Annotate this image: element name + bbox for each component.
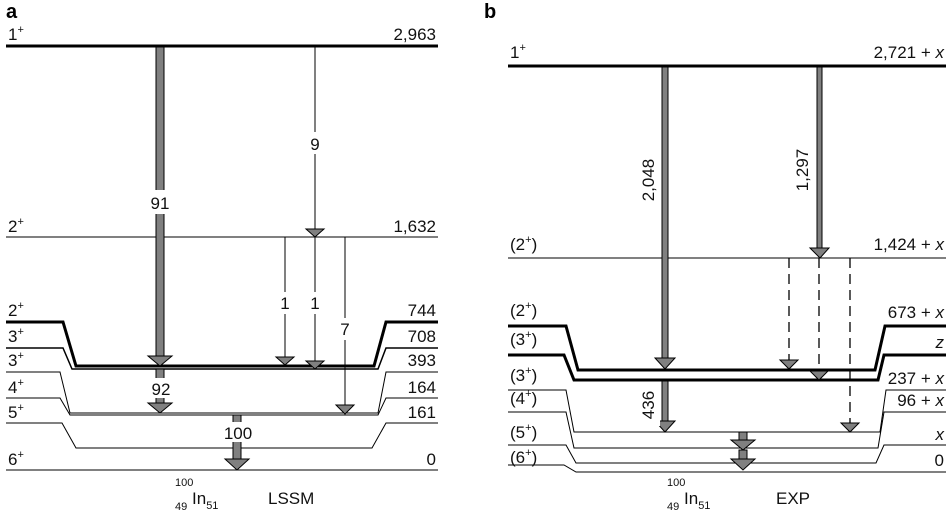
transition-a-1-right: 1 (304, 237, 326, 370)
level-line-b5 (508, 389, 946, 433)
spin-label-a3: 2+ (8, 300, 24, 320)
spin-label-b1: 1+ (510, 42, 526, 62)
spin-label-b6: (4+) (510, 388, 537, 408)
spin-label-a5: 3+ (8, 350, 24, 370)
transition-label-b-1297: 1,297 (793, 149, 812, 192)
transition-b-436: 436 (638, 380, 677, 433)
transition-b-dashed-2 (808, 258, 830, 381)
spin-label-a8: 6+ (8, 449, 24, 469)
transition-label-a-1-left: 1 (280, 294, 289, 313)
transition-b-bottom-1 (729, 431, 757, 451)
spin-label-b8: (6+) (510, 447, 537, 467)
level-line-b6 (508, 411, 946, 449)
transition-b-dashed-1 (778, 258, 800, 370)
transition-a-7: 7 (334, 237, 356, 415)
energy-label-b7: x (935, 425, 945, 444)
spin-label-b4: (3+) (510, 329, 537, 349)
spin-label-a1: 1+ (8, 24, 24, 44)
spin-label-b5: (3+) (510, 365, 537, 385)
level-line-b4 (508, 353, 946, 382)
spin-label-a6: 4+ (8, 377, 24, 397)
transition-b-bottom-2 (729, 449, 757, 471)
svg-text:In51: In51 (192, 489, 218, 512)
spin-label-a4: 3+ (8, 326, 24, 346)
transition-a-100: 100 (220, 414, 256, 471)
energy-label-b1: 2,721 + x (874, 43, 945, 62)
energy-label-a3: 744 (408, 301, 436, 320)
transition-label-a-92: 92 (152, 380, 171, 399)
transition-b-2048: 2,048 (636, 66, 677, 370)
level-line-a4 (6, 347, 438, 370)
energy-label-b6: 96 + x (897, 391, 944, 410)
transition-label-a-91: 91 (151, 194, 170, 213)
svg-text:49: 49 (667, 501, 679, 513)
spin-label-b7: (5+) (510, 422, 537, 442)
model-label-b: EXP (776, 489, 810, 508)
transition-a-1-left: 1 (274, 237, 296, 366)
level-line-a3 (6, 320, 438, 368)
panel-a: a 1+ 2+ 2+ 3+ 3+ 4+ 5+ 6+ 2,963 1,632 74… (6, 1, 438, 513)
spin-label-a7: 5+ (8, 402, 24, 422)
level-line-b3 (508, 324, 946, 372)
svg-text:100: 100 (175, 477, 193, 489)
nucleus-label-a: 100 49 In51 (175, 477, 218, 513)
energy-label-b5: 237 + x (888, 369, 945, 388)
svg-text:100: 100 (667, 477, 685, 489)
transition-label-a-1-right: 1 (310, 294, 319, 313)
transition-b-dashed-3 (839, 258, 861, 433)
energy-label-a4: 708 (408, 327, 436, 346)
panel-b-letter: b (484, 1, 496, 23)
level-line-b8 (508, 464, 946, 473)
energy-label-b4: z (935, 333, 945, 352)
svg-text:49: 49 (175, 501, 187, 513)
energy-label-a5: 393 (408, 351, 436, 370)
nucleus-label-b: 100 49 In51 (667, 477, 710, 513)
level-line-b7 (508, 444, 946, 464)
transition-a-91: 91 (138, 46, 178, 367)
spin-label-a2: 2+ (8, 216, 24, 236)
energy-label-b8: 0 (935, 451, 944, 470)
transition-label-b-2048: 2,048 (639, 159, 658, 202)
level-line-a7 (6, 422, 438, 449)
transition-label-a-9: 9 (310, 135, 319, 154)
energy-label-a1: 2,963 (393, 25, 436, 44)
spin-label-b3: (2+) (510, 300, 537, 320)
energy-label-b2: 1,424 + x (874, 235, 945, 254)
transition-label-b-436: 436 (639, 391, 658, 419)
energy-label-a2: 1,632 (393, 217, 436, 236)
transition-a-92: 92 (146, 368, 176, 414)
svg-text:In51: In51 (684, 489, 710, 512)
level-line-a6 (6, 397, 438, 416)
transition-b-1297: 1,297 (792, 66, 831, 259)
level-line-a5 (6, 371, 438, 414)
spin-label-b2: (2+) (510, 234, 537, 254)
panel-b: b 1+ (2+) (2+) (3+) (3+) (4+) (5+) (6+) … (484, 1, 946, 513)
transition-a-9: 9 (304, 47, 326, 238)
transition-label-a-7: 7 (340, 320, 349, 339)
transition-label-a-100: 100 (224, 424, 252, 443)
panel-a-letter: a (6, 1, 18, 23)
energy-label-b3: 673 + x (888, 303, 945, 322)
model-label-a: LSSM (268, 489, 314, 508)
energy-label-a6: 164 (408, 378, 436, 397)
energy-label-a8: 0 (427, 450, 436, 469)
energy-label-a7: 161 (408, 403, 436, 422)
